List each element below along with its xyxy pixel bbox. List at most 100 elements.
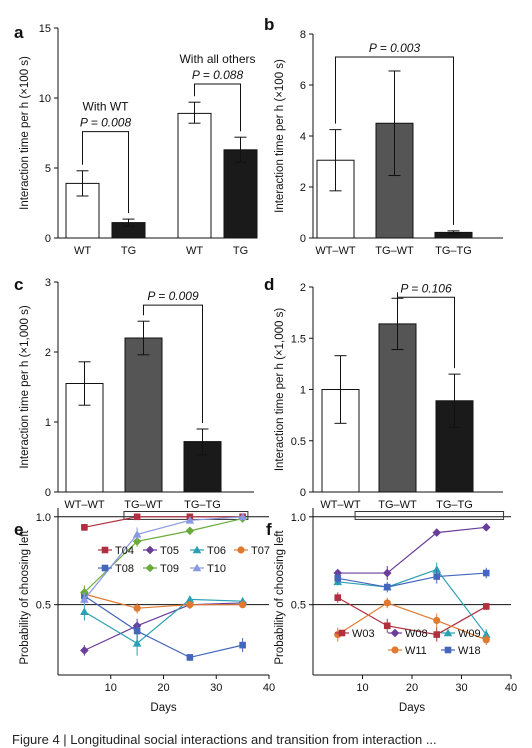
- legend-label: W03: [352, 628, 375, 640]
- marker-square: [101, 546, 109, 554]
- series-line: [84, 516, 243, 528]
- marker-square: [482, 603, 490, 610]
- legend-label: W08: [405, 628, 428, 640]
- x-tick-label: 10: [105, 682, 117, 694]
- x-tick-label: TG–WT: [378, 499, 417, 511]
- y-axis-label: Probability of choosing left: [19, 530, 31, 665]
- x-tick-label: TG–TG: [436, 499, 473, 511]
- x-tick-label: WT–WT: [320, 499, 361, 511]
- y-tick-label: 3: [45, 277, 51, 289]
- series-line: [84, 602, 243, 651]
- marker-diamond: [145, 545, 155, 555]
- legend-label: T08: [115, 563, 134, 575]
- x-tick-label: TG: [233, 245, 248, 257]
- marker-circle: [482, 636, 490, 644]
- x-tick-label: TG–TG: [435, 245, 472, 257]
- y-tick-label: 10: [39, 93, 51, 105]
- marker-square: [338, 629, 346, 637]
- series-line: [83, 516, 243, 600]
- significance-bracket: [335, 56, 454, 225]
- panel-c: c 0 1 2 3 Interaction time per h (×1,000 s) WT…: [14, 275, 254, 511]
- x-axis-label: Days: [150, 702, 176, 714]
- marker-triangle: [132, 639, 142, 647]
- y-tick-label: 1: [45, 417, 51, 429]
- y-tick-label: 0: [300, 487, 306, 499]
- series-line: [337, 568, 487, 635]
- y-tick-label: 2: [300, 282, 306, 294]
- marker-diamond: [80, 588, 89, 597]
- marker-triangle: [132, 530, 142, 538]
- legend-label: T05: [160, 545, 179, 557]
- marker-diamond: [185, 526, 195, 536]
- highlight-box: [123, 511, 249, 520]
- marker-triangle: [238, 512, 247, 521]
- p-value-label: P = 0.003: [369, 41, 421, 55]
- marker-diamond: [80, 646, 89, 655]
- marker-circle: [186, 601, 194, 609]
- figure-caption: Figure 4 | Longitudinal social interacti…: [12, 732, 437, 747]
- y-tick-label: 5: [45, 163, 51, 175]
- marker-square: [334, 575, 342, 582]
- x-tick-label: 40: [505, 682, 517, 694]
- marker-square: [81, 524, 88, 531]
- y-tick-label: 1: [300, 385, 306, 397]
- marker-circle: [239, 601, 247, 609]
- marker-circle: [237, 546, 245, 554]
- legend-label: W18: [458, 645, 481, 657]
- y-tick-label: 1.0: [291, 512, 306, 524]
- series-line: [84, 598, 243, 645]
- marker-diamond: [481, 523, 491, 532]
- marker-square: [433, 573, 441, 580]
- y-tick-label: 0.5: [291, 600, 306, 612]
- y-axis-label: Probability of choosing left: [274, 530, 286, 665]
- marker-circle: [383, 599, 391, 607]
- series-line: [337, 572, 487, 588]
- marker-square: [383, 583, 391, 591]
- panel-letter: d: [264, 275, 274, 294]
- y-tick-label: 15: [39, 23, 51, 35]
- p-value-label: P = 0.008: [80, 116, 132, 130]
- marker-square: [433, 631, 441, 638]
- bar: [177, 112, 212, 239]
- panel-a: a 0 5 10 15 Interaction time per h (×100 s) WT…: [14, 23, 258, 257]
- significance-bracket: [194, 83, 241, 132]
- p-value-label: P = 0.009: [147, 289, 199, 303]
- series-line: [84, 595, 243, 659]
- highlight-box: [354, 511, 505, 520]
- x-tick-label: WT: [74, 245, 91, 257]
- y-tick-label: 0: [45, 487, 51, 499]
- y-tick-label: 4: [300, 131, 306, 143]
- marker-triangle: [481, 630, 491, 638]
- x-tick-label: TG–TG: [184, 499, 221, 511]
- x-tick-label: TG–WT: [124, 499, 163, 511]
- y-tick-label: 1.5: [291, 333, 306, 345]
- marker-diamond: [390, 628, 400, 638]
- bar: [378, 323, 417, 493]
- series-line: [84, 593, 243, 609]
- x-tick-label: 20: [406, 682, 418, 694]
- y-tick-label: 0.5: [36, 600, 51, 612]
- panel-letter: e: [14, 520, 23, 539]
- marker-square: [133, 513, 141, 521]
- marker-square: [383, 622, 391, 630]
- panel-d: d 0 0.5 1 1.5 2 Interaction time per h (×1,000…: [264, 275, 503, 511]
- x-axis-label: Days: [399, 702, 425, 714]
- y-axis-label: Interaction time per h (×100 s): [19, 56, 31, 210]
- marker-square: [334, 594, 342, 601]
- p-value-label: P = 0.106: [400, 281, 452, 295]
- marker-triangle: [185, 595, 195, 603]
- x-tick-label: 40: [263, 682, 275, 694]
- panel-f: f 10 20 30 40 0.5 1.0 Days Probability of choosi…: [266, 508, 517, 714]
- legend-label: W09: [458, 628, 481, 640]
- marker-diamond: [382, 568, 392, 578]
- p-value-label: P = 0.088: [192, 68, 244, 82]
- x-tick-label: 20: [157, 682, 169, 694]
- series-line: [337, 597, 487, 636]
- significance-bracket: [82, 131, 129, 214]
- y-tick-label: 2: [45, 347, 51, 359]
- y-axis-label: Interaction time per h (×1,000 s): [274, 308, 286, 471]
- marker-square: [444, 646, 452, 654]
- group-label: With WT: [83, 100, 130, 114]
- marker-circle: [133, 604, 141, 612]
- marker-triangle: [443, 628, 453, 637]
